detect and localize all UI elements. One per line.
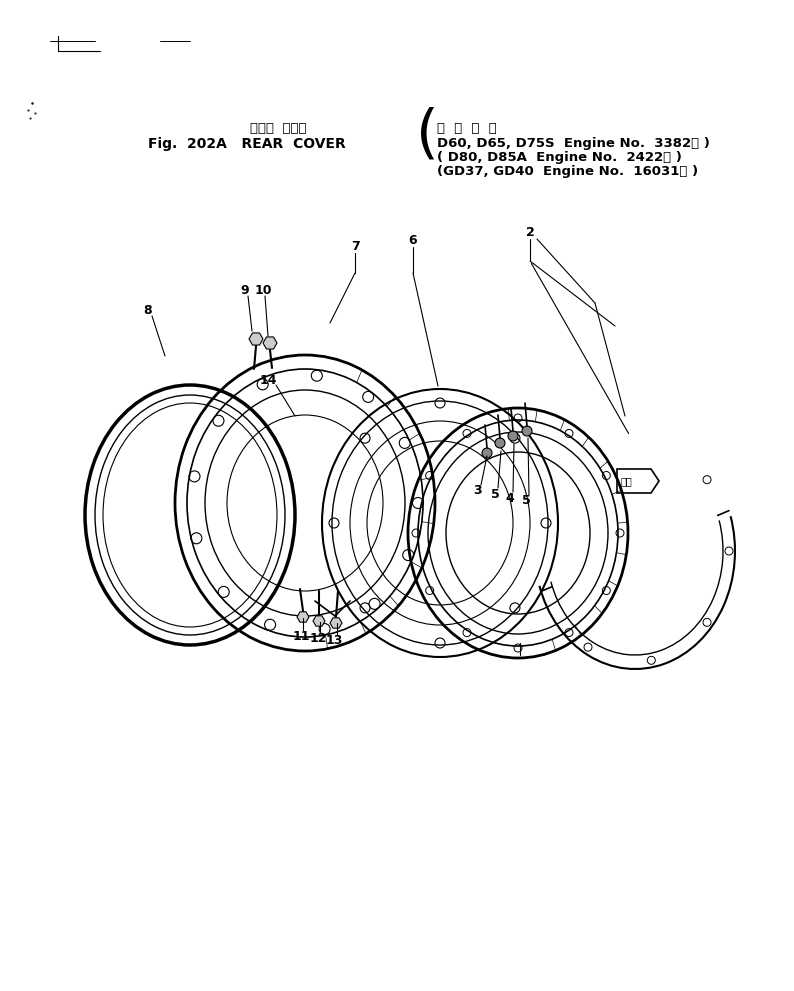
Text: 12: 12: [309, 632, 327, 645]
Ellipse shape: [508, 431, 518, 441]
Text: 適  用  号  機: 適 用 号 機: [437, 123, 497, 136]
Text: 2: 2: [526, 227, 534, 240]
Text: (GD37, GD40  Engine No.  16031～ ): (GD37, GD40 Engine No. 16031～ ): [437, 165, 698, 178]
Text: 14: 14: [260, 375, 277, 387]
Text: 3: 3: [474, 485, 482, 497]
Text: 9: 9: [241, 284, 249, 297]
Text: 4: 4: [506, 492, 515, 504]
Text: 7: 7: [351, 240, 360, 253]
Text: D60, D65, D75S  Engine No.  3382～ ): D60, D65, D75S Engine No. 3382～ ): [437, 138, 710, 151]
Text: 13: 13: [326, 634, 343, 647]
Text: Fig.  202A   REAR  COVER: Fig. 202A REAR COVER: [148, 137, 345, 151]
Text: 6: 6: [409, 235, 418, 248]
Text: 8: 8: [144, 304, 152, 317]
Text: ( D80, D85A  Engine No.  2422～ ): ( D80, D85A Engine No. 2422～ ): [437, 152, 682, 165]
Text: 5: 5: [491, 488, 499, 500]
Ellipse shape: [522, 426, 532, 436]
Text: 11: 11: [292, 629, 310, 642]
Text: 正文: 正文: [621, 476, 633, 486]
Text: 10: 10: [254, 284, 272, 297]
Text: (: (: [415, 106, 438, 164]
Text: リヤー  カバー: リヤー カバー: [250, 123, 306, 136]
Text: 5: 5: [522, 495, 530, 507]
Ellipse shape: [482, 448, 492, 458]
Ellipse shape: [495, 438, 505, 448]
